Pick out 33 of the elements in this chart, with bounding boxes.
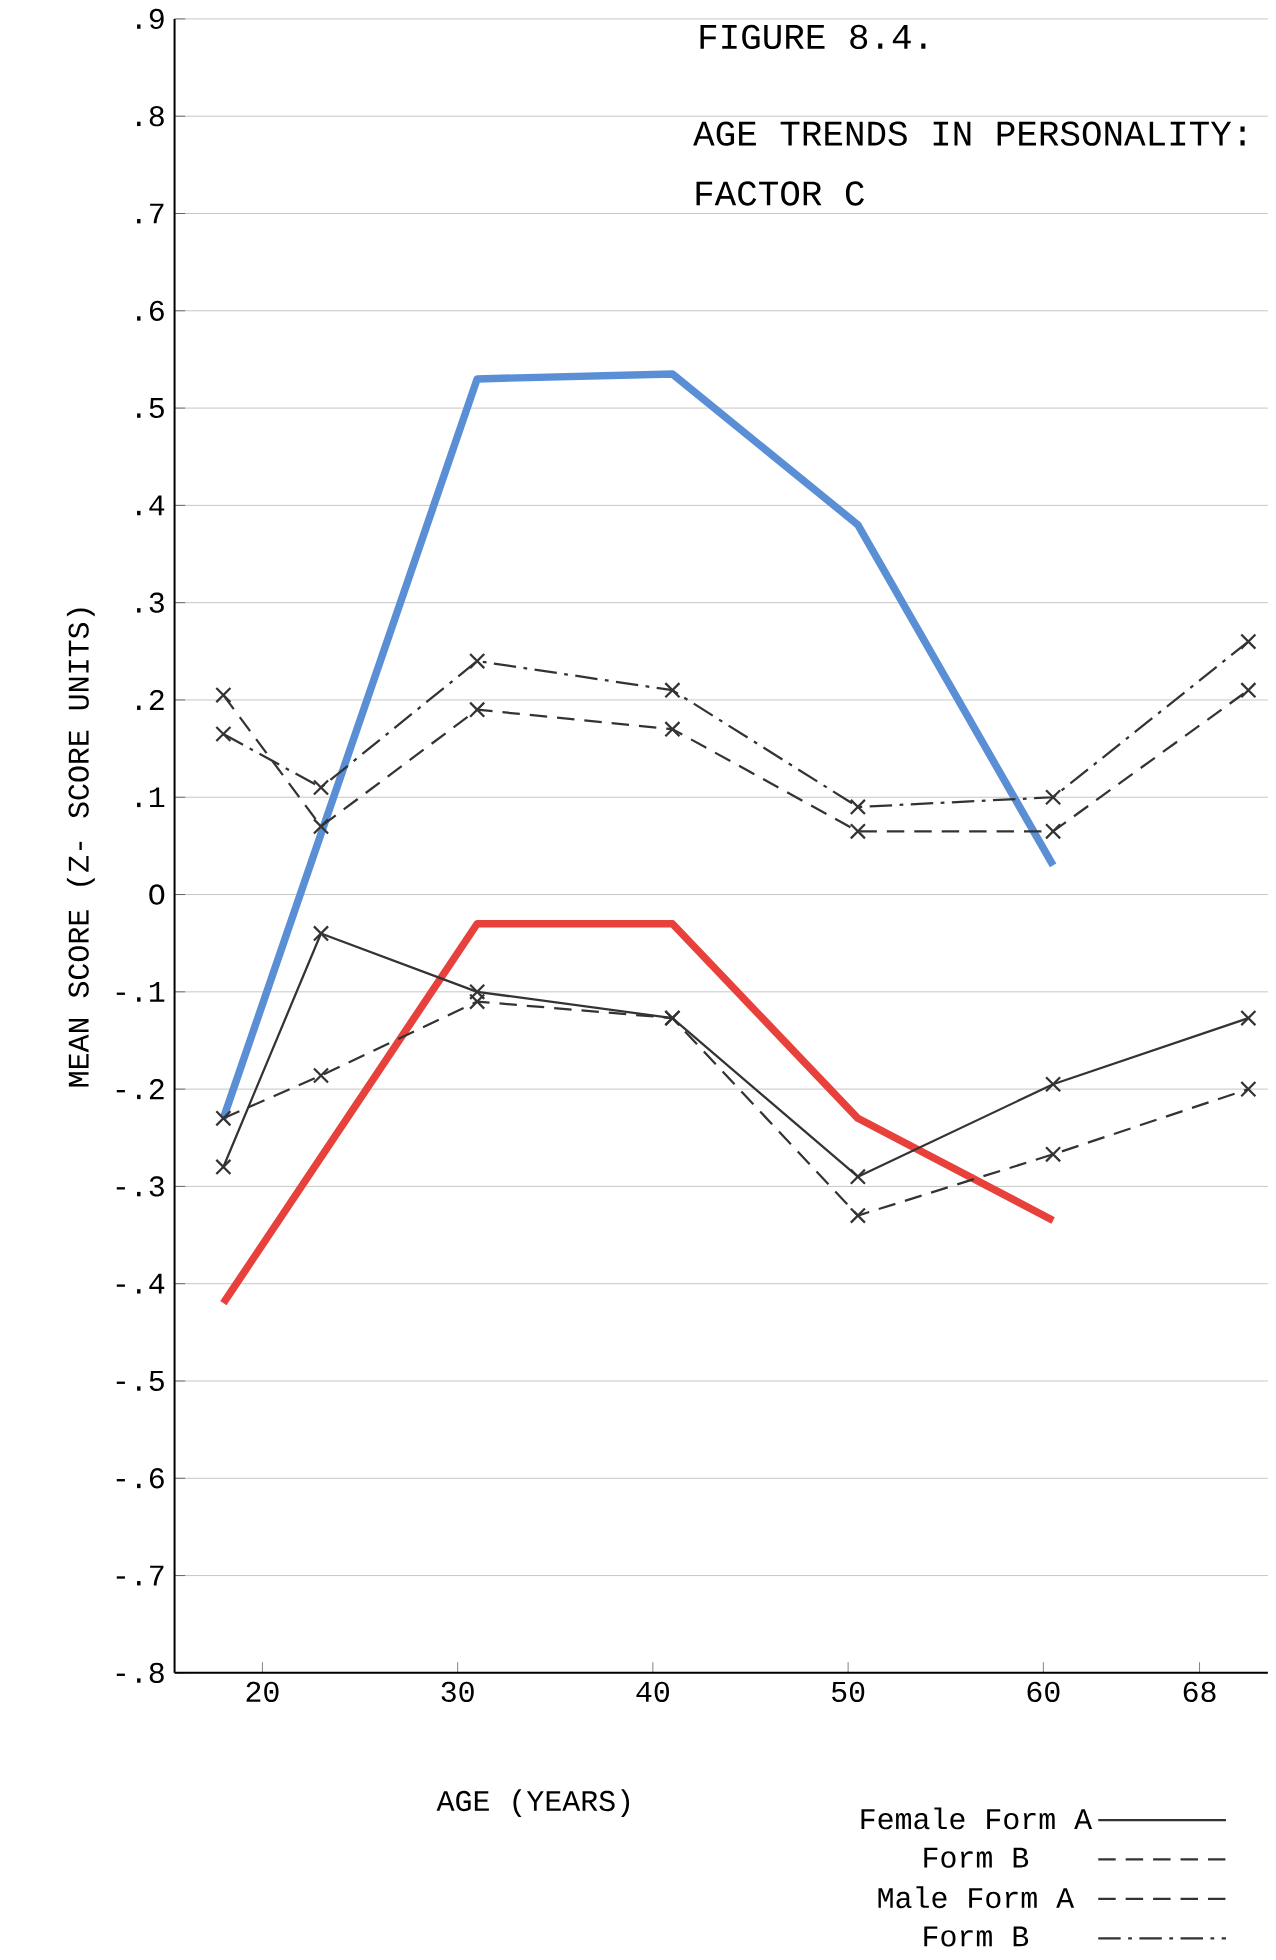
y-tick-label: .7 bbox=[137, 203, 164, 224]
x-tick-label: 68 bbox=[1183, 1681, 1216, 1702]
y-tick-label: -.8 bbox=[116, 1662, 164, 1683]
y-tick-label: .1 bbox=[137, 787, 165, 808]
y-tick-label: -.2 bbox=[116, 1079, 164, 1100]
legend-label: Form B bbox=[924, 1847, 1029, 1868]
chart-title: FIGURE 8.4. bbox=[700, 24, 926, 50]
legend-label: Female Form A bbox=[861, 1807, 1093, 1830]
legend-label: Form B bbox=[924, 1926, 1029, 1947]
y-tick-label: -.5 bbox=[116, 1370, 164, 1391]
y-tick-label: O bbox=[149, 884, 165, 905]
y-tick-label: -.6 bbox=[116, 1468, 164, 1489]
y-tick-label: -.1 bbox=[116, 981, 165, 1002]
y-tick-label: .4 bbox=[137, 495, 165, 516]
y-tick-label: .2 bbox=[137, 689, 164, 710]
y-tick-label: -.4 bbox=[116, 1273, 165, 1294]
y-axis-title: MEAN SCORE (Z- SCORE UNITS) bbox=[66, 608, 95, 1087]
x-tick-label: 20 bbox=[246, 1681, 279, 1702]
y-tick-label: -.7 bbox=[116, 1565, 164, 1586]
x-tick-label: 60 bbox=[1027, 1681, 1060, 1702]
x-tick-label: 40 bbox=[636, 1681, 670, 1702]
y-tick-label: .5 bbox=[137, 398, 164, 419]
y-tick-label: .8 bbox=[137, 106, 164, 127]
y-tick-label: .9 bbox=[137, 8, 164, 30]
x-tick-label: 30 bbox=[441, 1681, 474, 1702]
x-tick-label: 50 bbox=[832, 1681, 865, 1702]
annotation: FACTOR C bbox=[696, 181, 865, 206]
legend-label: Male Form A bbox=[878, 1886, 1075, 1909]
text: AGE TRENDS IN PERSONALITY: bbox=[693, 121, 1245, 146]
x-axis-title: AGE (YEARS) bbox=[436, 1789, 630, 1818]
y-tick-label: -.3 bbox=[116, 1176, 164, 1197]
y-tick-label: .6 bbox=[137, 300, 164, 321]
y-tick-label: .3 bbox=[137, 592, 164, 613]
